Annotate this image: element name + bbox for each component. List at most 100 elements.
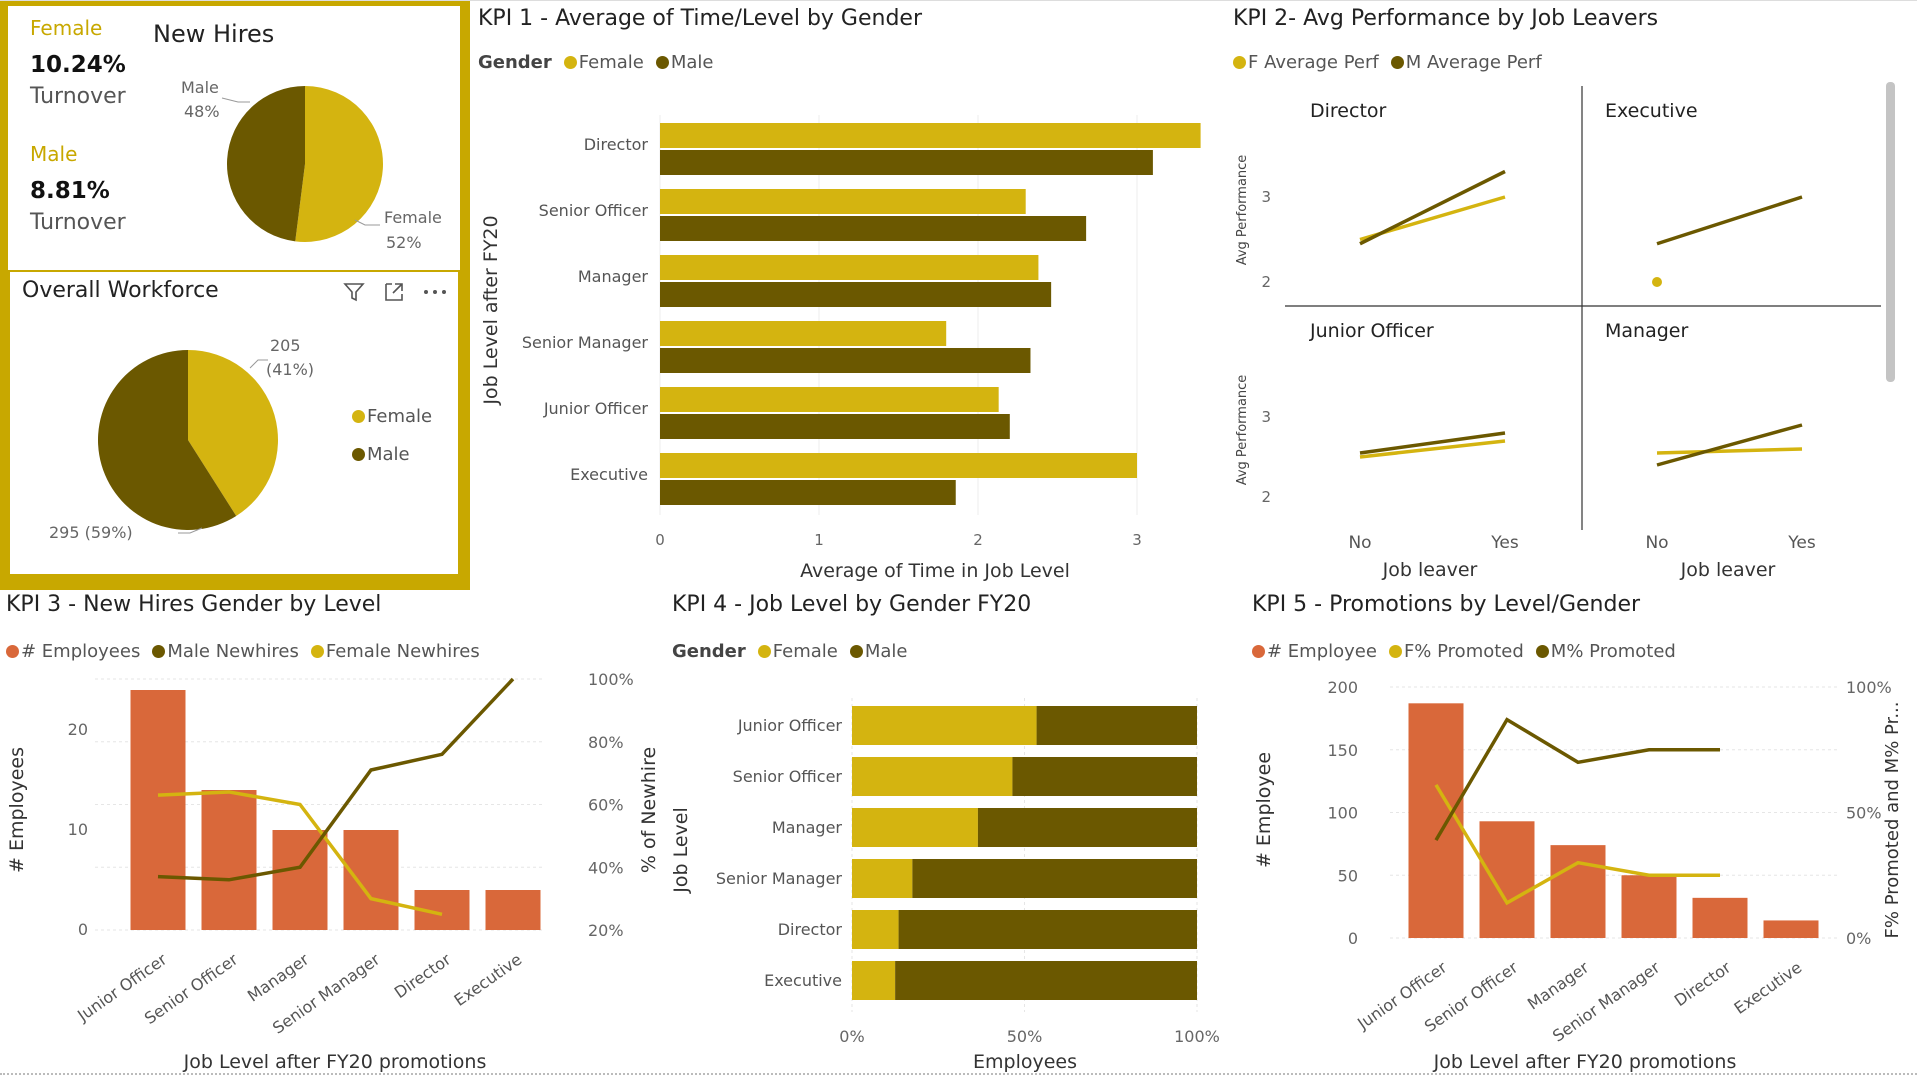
kpi3-y2label: % of Newhire — [638, 747, 660, 873]
kpi3-xlabel: Job Level after FY20 promotions — [183, 1051, 487, 1073]
kpi5-bar-employees — [1763, 920, 1819, 938]
kpi1-category-label: Senior Manager — [522, 333, 649, 352]
kpi2-xtick: Yes — [1490, 533, 1519, 553]
kpi2-scrollbar[interactable] — [1886, 82, 1895, 382]
kpi4-bar-male — [1036, 706, 1197, 745]
kpi2-xlabel-left: Job leaver — [1382, 559, 1478, 581]
male-turnover-label: Male — [30, 142, 78, 166]
legend-male-dot — [352, 448, 365, 461]
kpi1-category-label: Manager — [578, 267, 649, 286]
kpi2-ytick: 2 — [1261, 273, 1271, 291]
kpi4-category-label: Senior Officer — [733, 767, 843, 786]
kpi5-title: KPI 5 - Promotions by Level/Gender — [1252, 592, 1641, 617]
overall-female-count: 205 — [270, 336, 301, 355]
kpi3-title: KPI 3 - New Hires Gender by Level — [6, 592, 382, 617]
new-hires-pie-chart: Male 48% Female 52% — [181, 78, 442, 252]
overall-female-pct: (41%) — [266, 360, 314, 379]
kpi2-panel-title: Manager — [1605, 320, 1688, 342]
kpi3-legend: # Employees Male Newhires Female Newhire… — [6, 641, 486, 662]
kpi3-y2tick: 80% — [588, 733, 624, 752]
new-hires-male-pct: 48% — [184, 102, 220, 121]
kpi2-xlabel-right: Job leaver — [1680, 559, 1776, 581]
kpi3-line-female — [157, 790, 443, 917]
kpi1-bar-female — [660, 189, 1026, 214]
kpi2-xtick: Yes — [1787, 533, 1816, 553]
kpi2-line-male — [1656, 195, 1803, 246]
kpi3-bar-employees — [130, 690, 186, 930]
new-hires-male-name: Male — [181, 78, 219, 97]
kpi4-bar-female — [852, 910, 899, 949]
female-turnover-value: 10.24% — [30, 52, 126, 78]
kpi3-bar-employees — [201, 790, 257, 930]
kpi5-y2tick: 50% — [1846, 804, 1882, 823]
kpi2-ytick: 3 — [1261, 408, 1271, 426]
kpi1-bar-female — [660, 123, 1201, 148]
more-options-icon[interactable] — [422, 280, 448, 309]
kpi2-line-male — [1359, 169, 1506, 246]
overall-legend-male: Male — [352, 444, 410, 465]
kpi5-legend: # Employee F% Promoted M% Promoted — [1252, 641, 1682, 662]
kpi3-y2tick: 100% — [588, 670, 634, 689]
legend-female-dot — [352, 410, 365, 423]
kpi4-stacked-bar-chart: 0% 50% 100% Junior Officer Senior Officer Man… — [670, 698, 1220, 1073]
kpi2-legend: F Average Perf M Average Perf — [1233, 52, 1548, 73]
kpi4-xtick: 50% — [1007, 1027, 1043, 1046]
kpi3-y2tick: 20% — [588, 921, 624, 940]
kpi4-bar-female — [852, 961, 896, 1000]
kpi1-bar-female — [660, 321, 947, 346]
kpi1-bar-male — [660, 282, 1052, 307]
kpi5-ytick: 50 — [1338, 866, 1358, 885]
overall-workforce-title: Overall Workforce — [22, 278, 219, 303]
kpi5-xlabel: Job Level after FY20 promotions — [1433, 1051, 1737, 1073]
kpi2-line-female — [1656, 447, 1803, 455]
kpi3-ytick: 10 — [68, 820, 88, 839]
male-turnover-value: 8.81% — [30, 178, 110, 204]
kpi1-xtick: 1 — [814, 531, 824, 549]
kpi2-ytick: 3 — [1261, 188, 1271, 206]
kpi3-ytick: 20 — [68, 720, 88, 739]
overall-slice-male — [98, 350, 237, 530]
kpi1-ylabel: Job Level after FY20 — [480, 215, 502, 405]
male-turnover-caption: Turnover — [30, 210, 126, 235]
kpi5-y2label: F% Promoted and M% Pr... — [1882, 702, 1903, 939]
kpi4-bar-male — [898, 910, 1197, 949]
kpi1-legend: Gender Female Male — [478, 52, 714, 73]
kpi4-legend: Gender Female Male — [672, 641, 908, 662]
kpi1-bar-female — [660, 255, 1039, 280]
kpi5-ytick: 200 — [1327, 678, 1358, 697]
female-turnover-caption: Turnover — [30, 84, 126, 109]
kpi4-bar-male — [912, 859, 1197, 898]
kpi5-ylabel: # Employee — [1253, 752, 1275, 868]
kpi1-xtick: 2 — [973, 531, 983, 549]
kpi2-xtick: No — [1348, 533, 1371, 553]
kpi5-ytick: 100 — [1327, 804, 1358, 823]
kpi5-bar-employees — [1408, 703, 1464, 938]
kpi4-bar-male — [977, 808, 1197, 847]
kpi4-bar-female — [852, 808, 978, 847]
kpi2-line-male — [1656, 423, 1803, 467]
kpi3-bar-employees — [272, 830, 328, 930]
page-bottom-border — [0, 1073, 1917, 1075]
kpi4-bar-female — [852, 757, 1013, 796]
kpi3-ylabel: # Employees — [6, 747, 28, 873]
kpi1-bar-female — [660, 453, 1137, 478]
kpi1-category-label: Executive — [570, 465, 648, 484]
kpi4-xtick: 100% — [1174, 1027, 1220, 1046]
kpi1-bar-male — [660, 216, 1087, 241]
kpi2-title: KPI 2- Avg Performance by Job Leavers — [1233, 6, 1659, 31]
new-hires-female-name: Female — [384, 208, 442, 227]
kpi4-category-label: Manager — [772, 818, 843, 837]
kpi4-bar-male — [895, 961, 1197, 1000]
filter-icon[interactable] — [342, 280, 366, 309]
kpi2-ylabel-bottom: Avg Performance — [1235, 375, 1250, 486]
kpi2-point-female — [1652, 277, 1662, 287]
kpi1-bar-female — [660, 387, 999, 412]
kpi4-bar-female — [852, 859, 913, 898]
focus-mode-icon[interactable] — [382, 280, 406, 309]
kpi3-y2tick: 40% — [588, 858, 624, 877]
new-hires-slice-female — [295, 86, 383, 242]
kpi2-panel-title: Junior Officer — [1309, 320, 1434, 342]
kpi4-category-label: Executive — [764, 971, 842, 990]
